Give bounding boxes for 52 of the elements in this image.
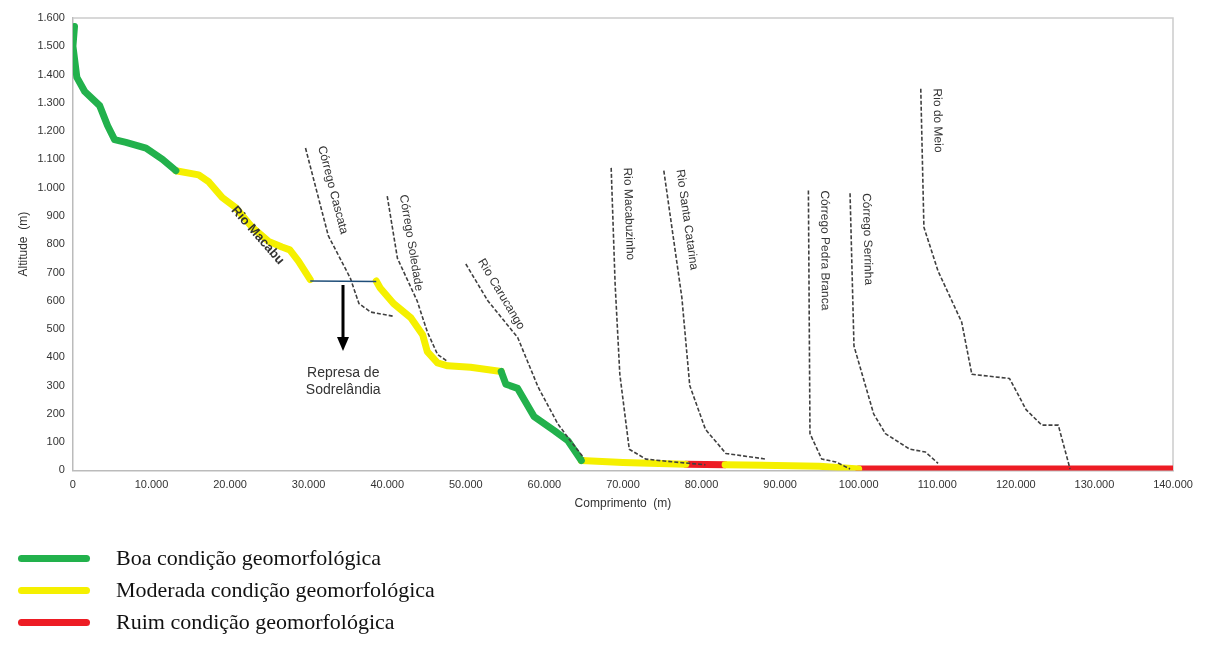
x-tick-label: 80.000 — [684, 478, 719, 491]
y-tick-label: 1.400 — [37, 67, 65, 80]
y-tick-label: 1.600 — [37, 11, 65, 24]
text: Rio Macabuzinho — [620, 167, 638, 261]
line-series — [386, 195, 449, 363]
x-tick-label: 140.000 — [1153, 478, 1193, 491]
y-tick-label: 400 — [46, 350, 65, 363]
y-axis-title: Altitude (m) — [15, 211, 30, 277]
x-tick-label: 120.000 — [995, 478, 1036, 491]
x-axis-title: Comprimento (m) — [574, 496, 672, 511]
text: Córrego Cascata — [315, 144, 352, 236]
line-series — [919, 87, 1071, 470]
legend-label: Moderada condição geomorfológica — [116, 577, 435, 603]
line-series — [610, 167, 707, 466]
y-tick-label: 500 — [46, 322, 65, 335]
x-tick-label: 100.000 — [838, 478, 879, 491]
x-tick-label: 90.000 — [763, 478, 797, 491]
y-tick-label: 300 — [46, 378, 65, 391]
x-tick-label: 130.000 — [1074, 478, 1115, 491]
x-tick-label: 10.000 — [134, 478, 169, 491]
x-tick-label: 40.000 — [370, 478, 405, 491]
y-tick-label: 600 — [46, 293, 65, 306]
y-tick-label: 100 — [46, 435, 65, 448]
y-tick-label: 700 — [46, 265, 65, 278]
line-series — [807, 189, 851, 470]
x-tick-label: 60.000 — [527, 478, 562, 491]
y-tick-label: 1.100 — [37, 152, 65, 165]
legend-label: Boa condição geomorfológica — [116, 545, 382, 571]
x-tick-label: 70.000 — [606, 478, 640, 491]
legend-label: Ruim condição geomorfológica — [116, 609, 395, 635]
text: Córrego Soledade — [396, 193, 427, 293]
x-tick-label: 50.000 — [448, 478, 483, 491]
x-tick-label: 30.000 — [291, 478, 326, 491]
y-tick-label: 0 — [58, 463, 65, 476]
annotation: Represa de Sodrelândia — [305, 363, 381, 397]
line-series — [849, 192, 939, 465]
text: Córrego Pedra Branca — [818, 190, 833, 311]
y-tick-label: 200 — [46, 406, 65, 419]
y-tick-label: 900 — [46, 208, 65, 221]
x-tick-label: 20.000 — [213, 478, 247, 491]
text: Rio do Meio — [930, 88, 946, 153]
text: Córrego Serrinha — [859, 192, 877, 286]
line-series — [663, 169, 767, 460]
y-tick-label: 800 — [46, 237, 65, 250]
x-tick-label: 0 — [69, 478, 76, 491]
y-tick-label: 1.000 — [37, 180, 65, 193]
y-tick-label: 1.200 — [37, 124, 65, 137]
line-series — [304, 147, 395, 318]
text: Rio Santa Catarina — [673, 168, 702, 272]
y-tick-label: 1.500 — [37, 39, 65, 52]
y-tick-label: 1.300 — [37, 95, 65, 108]
x-tick-label: 110.000 — [917, 478, 957, 491]
